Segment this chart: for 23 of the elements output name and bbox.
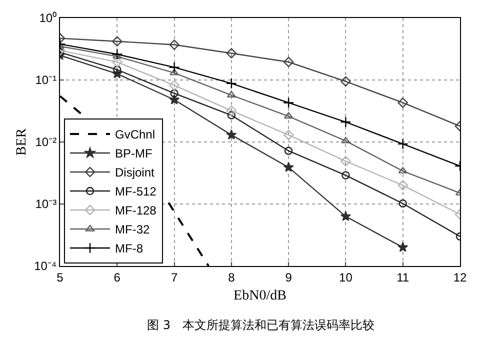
x-tick-label: 6: [114, 270, 121, 284]
x-axis-title: EbN0/dB: [234, 288, 286, 304]
legend-label: Disjoint: [115, 166, 156, 180]
y-tick-label: 10⁻⁴: [34, 259, 57, 274]
legend-label: MF-128: [115, 204, 157, 218]
x-tick-label: 5: [56, 270, 64, 284]
y-tick-label: 10⁻²: [35, 135, 57, 150]
legend-label: GvChnl: [115, 128, 156, 142]
legend-label: MF-8: [115, 242, 144, 256]
y-axis-title: BER: [14, 128, 30, 156]
x-tick-label: 11: [396, 270, 410, 284]
caption: 图 3 本文所提算法和已有算法误码率比较: [147, 318, 374, 332]
x-tick-label: 9: [285, 270, 292, 284]
x-tick-label: 12: [453, 270, 467, 284]
legend-label: MF-32: [115, 222, 150, 237]
y-tick-label: 10⁻¹: [35, 73, 57, 88]
legend-label: MF-512: [115, 184, 157, 199]
x-tick-label: 10: [339, 270, 353, 284]
y-tick-label: 10⁻³: [35, 197, 57, 212]
y-tick-label: 10⁰: [39, 11, 57, 26]
x-tick-label: 7: [170, 270, 178, 284]
x-tick-label: 8: [228, 270, 236, 284]
legend-label: BP-MF: [115, 146, 152, 161]
